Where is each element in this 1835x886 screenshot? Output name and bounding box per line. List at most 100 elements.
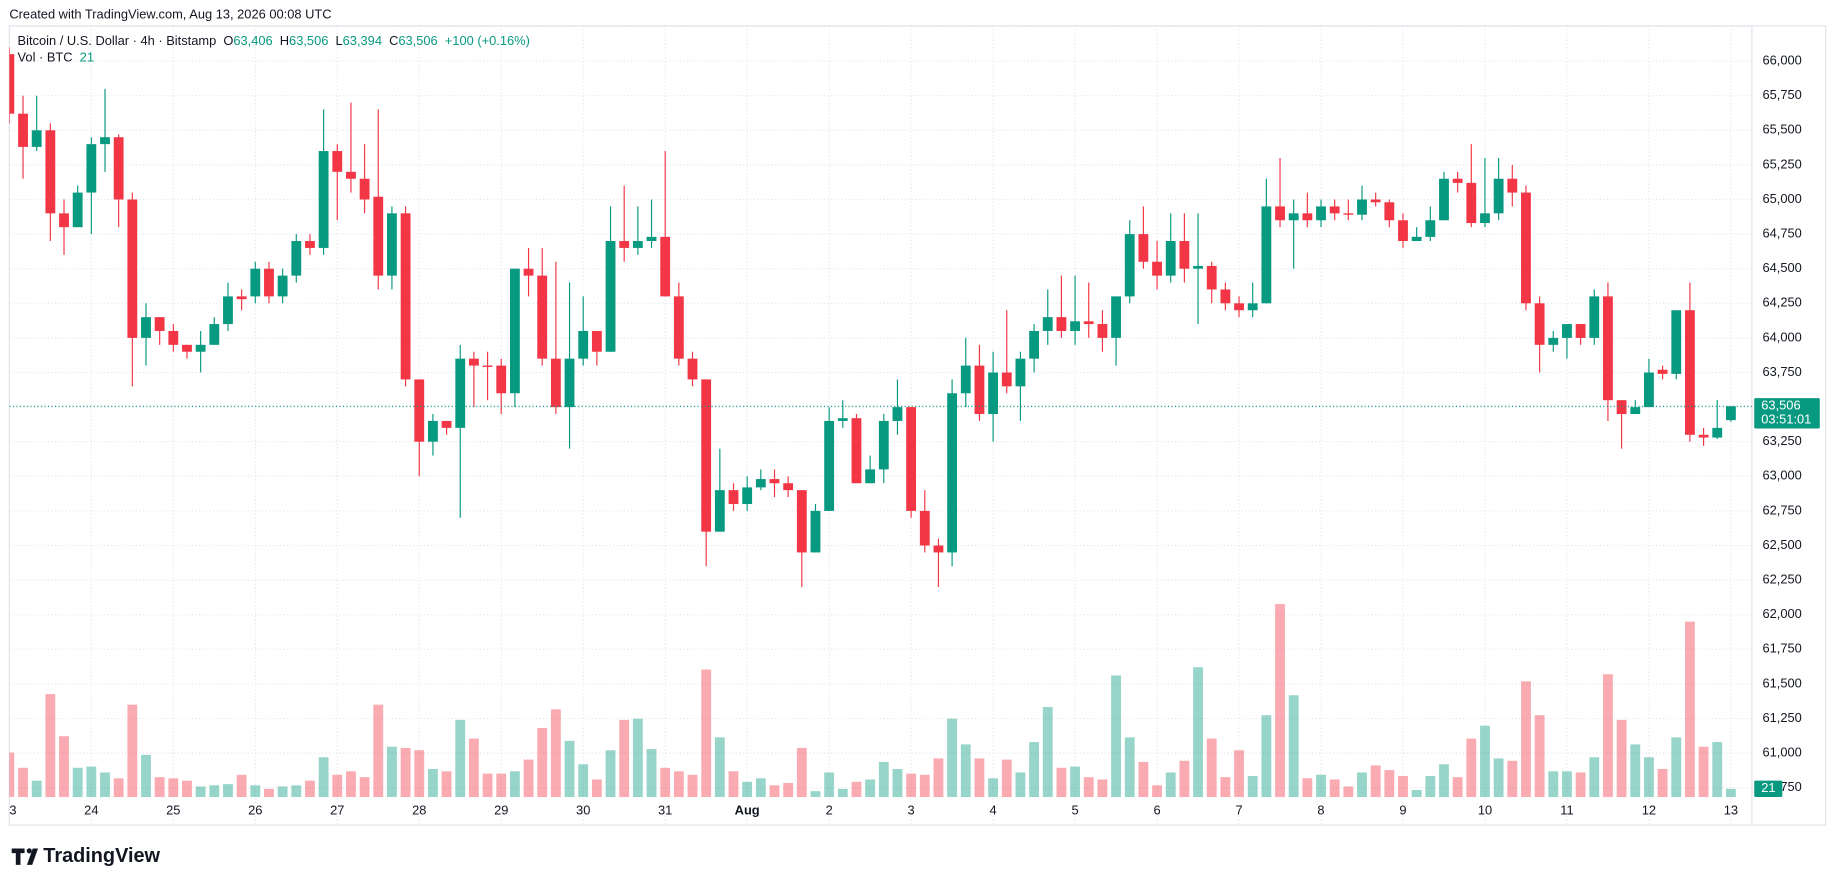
candle-body [632,241,643,248]
change: +100 [445,34,474,49]
candle-body [1521,192,1531,304]
volume-bar [1152,785,1162,798]
candle-body [537,275,548,359]
candle-body [141,317,151,338]
candle-body [523,268,534,276]
volume-bar [523,759,534,798]
volume-bar [755,778,766,798]
candle-body [824,420,835,511]
candle-body [168,330,179,345]
candle-body [1425,220,1436,237]
chart-frame [8,25,1827,826]
volume-bar [1630,744,1641,798]
candle-body [509,268,520,394]
candle-body [646,236,657,242]
x-tick-label: 4 [990,802,997,817]
legend: Bitcoin / U.S. Dollar · 4h · Bitstamp O6… [18,34,530,49]
candle-body [1001,372,1012,387]
volume-bar [1480,725,1490,798]
last-price-label: 63,506 [1761,398,1800,413]
candle-body [1562,324,1572,338]
candle-body [1042,317,1053,331]
candle-body [100,137,110,145]
candle-body [1138,234,1149,262]
candle-body [468,358,479,366]
volume-bar [195,786,206,798]
candle-body [851,418,862,484]
candle-body [1603,296,1613,401]
volume-bar [59,736,69,798]
volume-bar [455,719,466,798]
candle-body [769,479,780,484]
candle-body [264,268,274,297]
x-tick-label: 29 [494,802,508,817]
candle-body [660,236,671,297]
logo-text: TradingView [43,845,160,867]
candle-body [31,130,42,147]
x-tick-label: 30 [576,802,590,817]
volume-bar [1439,764,1449,798]
volume-bar [988,778,999,798]
volume-bar [154,777,165,798]
y-tick-label: 61,000 [1762,745,1801,760]
x-tick-label: Aug [735,802,760,817]
candle-body [1179,241,1190,269]
volume-bar [1316,774,1326,798]
x-tick-label: 25 [166,802,180,817]
x-tick-label: 9 [1399,802,1406,817]
volume-value: 21 [80,50,94,65]
volume-bar [168,778,179,798]
volume-bar [892,768,903,798]
volume-bar [796,747,807,798]
volume-bar [113,778,124,798]
volume-bar [1466,738,1477,798]
volume-bar [141,754,151,798]
volume-bar [605,750,616,798]
candle-body [1480,213,1490,224]
volume-bar [468,738,479,798]
volume-bar [127,704,138,798]
candle-body [865,469,876,484]
candle-body [1193,265,1203,269]
candle-body [346,171,356,179]
candle-body [1220,289,1231,304]
legend-value: 63,406 [233,34,272,49]
candle-body [441,420,452,428]
candle-body [687,358,698,380]
candle-body [1275,206,1285,221]
candle-body [1411,236,1422,242]
candle-body [1302,213,1313,221]
volume-bar [1657,768,1668,798]
candle-body [59,213,69,228]
volume-bar [1275,604,1285,798]
candle-body [154,317,165,331]
header-credit: Created with TradingView.com, Aug 13, 20… [9,7,331,22]
volume-bar [414,750,425,798]
volume-bar [728,771,739,798]
x-tick-label: 13 [1724,802,1738,817]
volume-bar [400,747,411,798]
y-tick-label: 65,000 [1762,191,1801,206]
volume-bar [1097,779,1108,798]
volume-bar [919,774,930,798]
candle-body [1644,372,1654,408]
volume-bar [1712,742,1723,798]
volume-box [1754,780,1783,798]
candle-body [933,545,944,553]
volume-bar [18,767,28,798]
candle-body [1015,358,1026,387]
volume-bar [906,773,917,798]
y-tick-label: 65,500 [1762,122,1801,137]
candle-body [1111,296,1121,338]
candle-body [837,418,848,421]
x-tick-label: 3 [908,802,915,817]
candle-body [373,196,384,276]
volume-bar [1357,772,1367,798]
logo-mark [26,848,39,865]
change-pct: (+0.16%) [477,34,530,49]
candle-body [359,178,370,200]
candle-body [892,407,903,421]
y-tick-label: 66,000 [1762,52,1801,67]
candle-body [1398,220,1408,242]
